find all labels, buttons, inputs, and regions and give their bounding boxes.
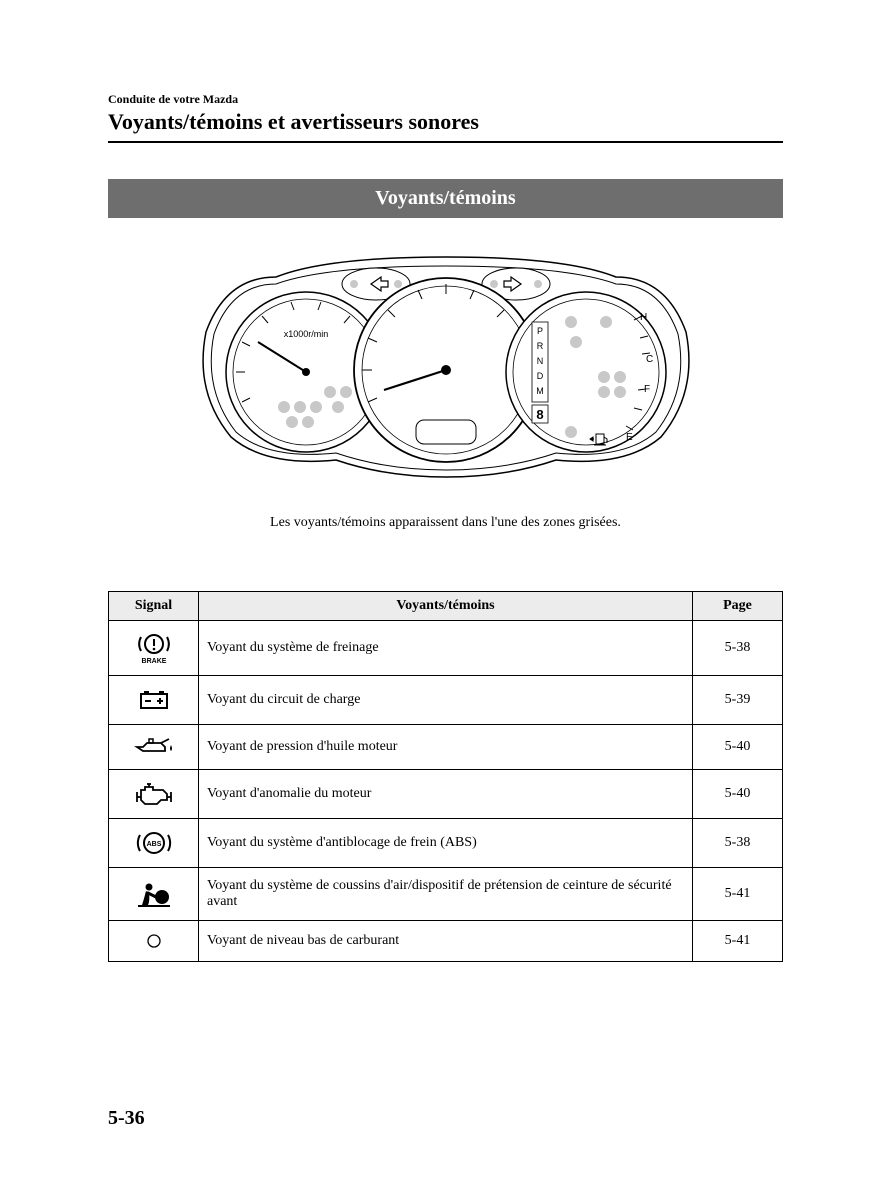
svg-text:BRAKE: BRAKE <box>141 658 166 665</box>
abs-icon: ABS <box>132 829 176 857</box>
battery-icon <box>133 686 175 714</box>
tach-label: x1000r/min <box>283 329 328 339</box>
svg-text:E: E <box>626 432 633 443</box>
signal-desc: Voyant de pression d'huile moteur <box>199 725 693 770</box>
instrument-cluster-diagram: x1000r/min <box>108 242 783 487</box>
signal-page: 5-38 <box>693 819 783 868</box>
page-number: 5-36 <box>108 1107 145 1130</box>
airbag-icon <box>132 879 176 909</box>
breadcrumb: Conduite de votre Mazda <box>108 92 783 107</box>
signal-page: 5-40 <box>693 725 783 770</box>
th-signal: Signal <box>109 592 199 621</box>
signal-page: 5-40 <box>693 770 783 819</box>
signal-icon-oil <box>109 725 199 770</box>
svg-text:M: M <box>536 386 544 396</box>
engine-icon <box>131 780 177 808</box>
table-row: ABS Voyant du système d'antiblocage de f… <box>109 819 783 868</box>
svg-text:C: C <box>646 354 653 365</box>
oil-icon <box>131 735 177 759</box>
svg-text:R: R <box>536 341 543 351</box>
section-heading-bar: Voyants/témoins <box>108 179 783 218</box>
table-row: Voyant de pression d'huile moteur 5-40 <box>109 725 783 770</box>
signal-icon-airbag <box>109 868 199 921</box>
signals-table: Signal Voyants/témoins Page BRAKE V <box>108 591 783 962</box>
signal-desc: Voyant d'anomalie du moteur <box>199 770 693 819</box>
signal-icon-abs: ABS <box>109 819 199 868</box>
diagram-caption: Les voyants/témoins apparaissent dans l'… <box>108 515 783 531</box>
signal-icon-fuel-low <box>109 921 199 962</box>
svg-text:H: H <box>640 312 647 323</box>
svg-text:ABS: ABS <box>146 841 161 848</box>
signal-desc: Voyant du système de freinage <box>199 621 693 676</box>
fuel-low-icon <box>144 931 164 951</box>
signal-page: 5-39 <box>693 676 783 725</box>
table-row: Voyant du circuit de charge 5-39 <box>109 676 783 725</box>
brake-icon: BRAKE <box>133 631 175 665</box>
signal-icon-brake: BRAKE <box>109 621 199 676</box>
th-page: Page <box>693 592 783 621</box>
svg-text:D: D <box>536 371 543 381</box>
signal-page: 5-41 <box>693 868 783 921</box>
table-row: Voyant de niveau bas de carburant 5-41 <box>109 921 783 962</box>
signal-desc: Voyant du système de coussins d'air/disp… <box>199 868 693 921</box>
svg-text:8: 8 <box>536 407 543 422</box>
table-row: Voyant du système de coussins d'air/disp… <box>109 868 783 921</box>
signal-page: 5-41 <box>693 921 783 962</box>
svg-text:P: P <box>536 326 542 336</box>
table-header-row: Signal Voyants/témoins Page <box>109 592 783 621</box>
cluster-svg: x1000r/min <box>176 242 716 482</box>
signal-page: 5-38 <box>693 621 783 676</box>
th-desc: Voyants/témoins <box>199 592 693 621</box>
table-row: Voyant d'anomalie du moteur 5-40 <box>109 770 783 819</box>
signal-desc: Voyant du circuit de charge <box>199 676 693 725</box>
signal-desc: Voyant du système d'antiblocage de frein… <box>199 819 693 868</box>
signal-icon-battery <box>109 676 199 725</box>
page-title: Voyants/témoins et avertisseurs sonores <box>108 109 783 143</box>
signal-desc: Voyant de niveau bas de carburant <box>199 921 693 962</box>
table-row: BRAKE Voyant du système de freinage 5-38 <box>109 621 783 676</box>
signal-icon-engine <box>109 770 199 819</box>
svg-text:N: N <box>536 356 543 366</box>
